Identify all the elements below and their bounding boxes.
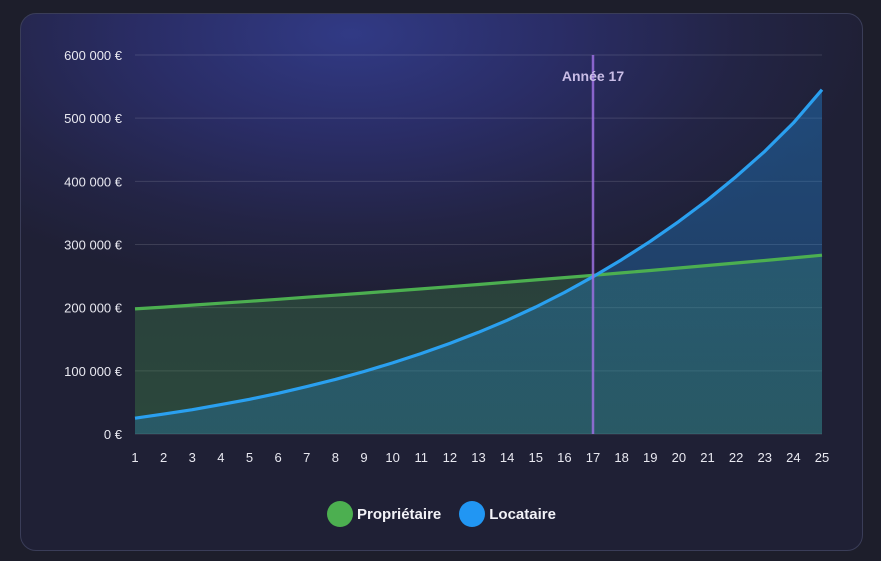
x-tick-label: 7 [303,450,310,465]
legend-swatch-blue [459,501,486,527]
break-even-chart: 0 € 100 000 € 200 000 € 300 000 € 400 000 € 5… [64,48,829,465]
area-locataire [135,89,822,434]
legend-label: Propriétaire [357,505,442,523]
x-tick-label: 11 [415,450,429,465]
line-locataire [134,88,824,420]
x-tick-label: 20 [672,450,686,465]
x-tick-label: 21 [700,450,714,465]
y-tick-label: 400 000 € [64,174,123,189]
x-tick-label: 8 [332,450,339,465]
legend-label: Locataire [489,505,556,523]
y-tick-label: 500 000 € [64,111,123,126]
x-tick-label: 10 [385,450,399,465]
x-tick-label: 14 [500,450,514,465]
x-tick-label: 25 [815,450,829,465]
x-tick-label: 16 [557,450,571,465]
x-tick-label: 19 [643,450,657,465]
x-tick-label: 9 [360,450,367,465]
x-tick-label: 23 [758,450,772,465]
legend-item-locataire[interactable]: Locataire [459,501,556,527]
x-tick-label: 3 [189,450,196,465]
x-tick-label: 12 [443,450,457,465]
annotation-label: Année 17 [562,68,624,84]
x-tick-label: 5 [246,450,253,465]
x-tick-label: 2 [160,450,167,465]
y-tick-label: 0 € [104,427,123,442]
legend: Propriétaire Locataire [21,501,862,527]
x-tick-label: 15 [529,450,543,465]
chart-card: 0 € 100 000 € 200 000 € 300 000 € 400 000 € 5… [20,13,863,551]
x-tick-label: 18 [614,450,628,465]
legend-item-proprietaire[interactable]: Propriétaire [327,501,441,527]
x-tick-label: 17 [586,450,600,465]
x-tick-label: 6 [275,450,282,465]
x-tick-label: 4 [217,450,224,465]
y-tick-label: 100 000 € [64,364,123,379]
x-tick-label: 1 [131,450,138,465]
y-tick-label: 200 000 € [64,301,123,316]
line-proprietaire [134,253,823,311]
y-tick-label: 300 000 € [64,238,123,253]
legend-swatch-green [327,501,354,527]
x-tick-label: 13 [471,450,485,465]
x-tick-label: 24 [786,450,800,465]
y-tick-label: 600 000 € [64,48,123,63]
x-tick-label: 22 [729,450,743,465]
